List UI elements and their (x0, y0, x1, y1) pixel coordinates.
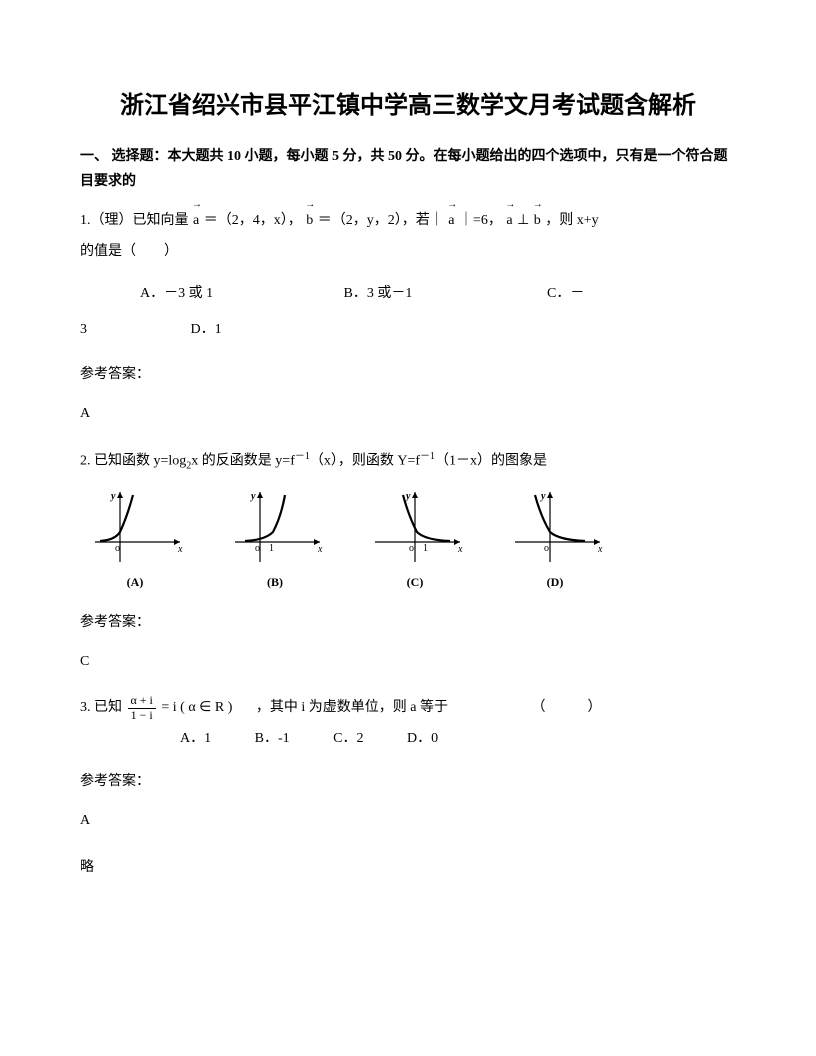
svg-text:x: x (597, 544, 603, 555)
q1-text: 1.（理）已知向量 a ＝（2，4，x）， b ＝（2，y，2），若｜ a ｜=… (80, 206, 736, 237)
q1-eq3: ｜=6， (459, 213, 502, 228)
q1-eq2: ＝（2，y，2），若｜ (318, 213, 444, 228)
q1-options: A．－3 或 1 B．3 或－1 C．－ 3 D．1 (80, 276, 736, 349)
q1-line2: 的值是（ ） (80, 237, 736, 268)
q3-option-d: D．0 (407, 724, 438, 755)
graph-c: o 1 x y (C) (360, 487, 470, 595)
vector-a2-icon: a (447, 206, 455, 237)
q3-note: 略 (80, 853, 736, 884)
svg-text:y: y (405, 491, 411, 502)
question-3: 3. 已知 α + i 1 − i = i ( α ∈ R ) ，其中 i 为虚… (80, 693, 736, 883)
svg-text:y: y (110, 491, 116, 502)
graph-b: o 1 x y (B) (220, 487, 330, 595)
graph-c-label: (C) (360, 569, 470, 595)
q1-prefix: 1.（理）已知向量 (80, 213, 189, 228)
vector-b-icon: b (305, 206, 314, 237)
q1-answer: A (80, 399, 736, 430)
graph-d: o x y (D) (500, 487, 610, 595)
q2-t1: 2. 已知函数 y=log (80, 454, 186, 469)
vector-b2-icon: b (533, 206, 542, 237)
q1-option-d: D．1 (191, 322, 222, 337)
q2-sup1: －1 (295, 451, 310, 462)
q3-answer: A (80, 806, 736, 837)
vector-a3-icon: a (505, 206, 513, 237)
q1-eq1: ＝（2，4，x）， (204, 213, 302, 228)
q3-text: 3. 已知 α + i 1 − i = i ( α ∈ R ) ，其中 i 为虚… (80, 693, 736, 724)
q3-option-a: A．1 (180, 724, 211, 755)
q2-answer: C (80, 647, 736, 678)
svg-text:o: o (115, 543, 120, 554)
q3-paren: （ ） (531, 700, 601, 715)
q1-perp: ⊥ (517, 213, 529, 228)
q3-mid: ，其中 i 为虚数单位，则 a 等于 (256, 700, 448, 715)
q3-option-b: B．-1 (255, 724, 290, 755)
q3-option-c: C．2 (333, 724, 363, 755)
page-title: 浙江省绍兴市县平江镇中学高三数学文月考试题含解析 (80, 90, 736, 124)
q3-answer-label: 参考答案： (80, 767, 736, 798)
svg-text:o: o (255, 543, 260, 554)
q3-prefix: 3. 已知 (80, 700, 122, 715)
svg-text:y: y (250, 491, 256, 502)
q1-answer-label: 参考答案： (80, 360, 736, 391)
svg-text:1: 1 (423, 543, 428, 554)
graph-d-label: (D) (500, 569, 610, 595)
svg-text:y: y (540, 491, 546, 502)
svg-text:1: 1 (269, 543, 274, 554)
graph-a-label: (A) (80, 569, 190, 595)
svg-text:x: x (177, 544, 183, 555)
svg-text:x: x (317, 544, 323, 555)
graph-a: o x y (A) (80, 487, 190, 595)
frac-num: α + i (128, 694, 156, 708)
q2-answer-label: 参考答案： (80, 608, 736, 639)
q1-option-b: B．3 或－1 (344, 276, 544, 312)
fraction-icon: α + i 1 − i (128, 694, 156, 721)
section-heading: 一、 选择题：本大题共 10 小题，每小题 5 分，共 50 分。在每小题给出的… (80, 144, 736, 194)
q2-t2: x 的反函数是 y=f (191, 454, 295, 469)
vector-a-icon: a (192, 206, 200, 237)
q1-option-c2: 3 (80, 322, 87, 337)
q1-tail: ，则 x+y (545, 213, 598, 228)
q2-graphs: o x y (A) o 1 x y (B) (80, 487, 736, 595)
svg-text:x: x (457, 544, 463, 555)
frac-den: 1 − i (128, 709, 156, 722)
q1-option-a: A．－3 或 1 (140, 276, 340, 312)
svg-text:o: o (409, 543, 414, 554)
q2-t3: （x），则函数 Y=f (310, 454, 420, 469)
q3-options: A．1 B．-1 C．2 D．0 (180, 724, 736, 755)
question-1: 1.（理）已知向量 a ＝（2，4，x）， b ＝（2，y，2），若｜ a ｜=… (80, 206, 736, 430)
q3-eq: = i ( α ∈ R ) (161, 700, 232, 715)
svg-text:o: o (544, 543, 549, 554)
q2-text: 2. 已知函数 y=log2x 的反函数是 y=f－1（x），则函数 Y=f－1… (80, 446, 736, 477)
q2-t4: （1－x）的图象是 (435, 454, 547, 469)
question-2: 2. 已知函数 y=log2x 的反函数是 y=f－1（x），则函数 Y=f－1… (80, 446, 736, 677)
graph-b-label: (B) (220, 569, 330, 595)
q2-sup2: －1 (420, 451, 435, 462)
q1-option-c: C．－ (547, 286, 584, 301)
